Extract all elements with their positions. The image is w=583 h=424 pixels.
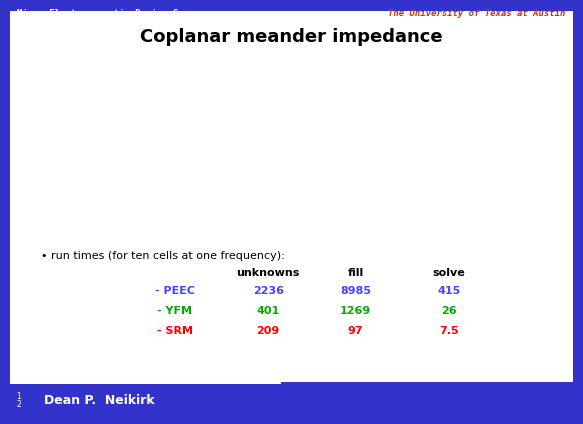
- X-axis label: Frequency (GHz): Frequency (GHz): [419, 260, 505, 271]
- Text: 2236: 2236: [252, 286, 284, 296]
- Text: 7.5: 7.5: [439, 326, 459, 336]
- Text: unknowns: unknowns: [237, 268, 300, 278]
- Text: solve: solve: [433, 268, 465, 278]
- Text: 8985: 8985: [340, 286, 371, 296]
- Text: 209: 209: [257, 326, 280, 336]
- Y-axis label: Inductance per cell (pH): Inductance per cell (pH): [323, 87, 333, 205]
- Text: The University of Texas at Austin: The University of Texas at Austin: [388, 9, 566, 18]
- Text: Micro-Electromagnetic Device Group: Micro-Electromagnetic Device Group: [17, 9, 200, 18]
- X-axis label: Frequency (GHz): Frequency (GHz): [118, 260, 205, 271]
- Text: 97: 97: [348, 326, 363, 336]
- Text: 1
2: 1 2: [16, 392, 21, 409]
- Y-axis label: Resistance per Cell (Ohms): Resistance per Cell (Ohms): [13, 80, 23, 213]
- Text: Coplanar meander impedance: Coplanar meander impedance: [140, 28, 443, 45]
- Text: 415: 415: [437, 286, 461, 296]
- Text: • run times (for ten cells at one frequency):: • run times (for ten cells at one freque…: [41, 251, 285, 261]
- Text: fill: fill: [347, 268, 364, 278]
- Legend: PEE, C, VFM, SRM: PEE, C, VFM, SRM: [60, 58, 115, 111]
- Text: - YFM: - YFM: [157, 306, 192, 316]
- Text: - SRM: - SRM: [157, 326, 193, 336]
- Text: 1269: 1269: [340, 306, 371, 316]
- Text: Dean P.  Neikirk: Dean P. Neikirk: [44, 394, 154, 407]
- Text: - PEEC: - PEEC: [155, 286, 195, 296]
- Text: 401: 401: [257, 306, 280, 316]
- Text: 26: 26: [441, 306, 456, 316]
